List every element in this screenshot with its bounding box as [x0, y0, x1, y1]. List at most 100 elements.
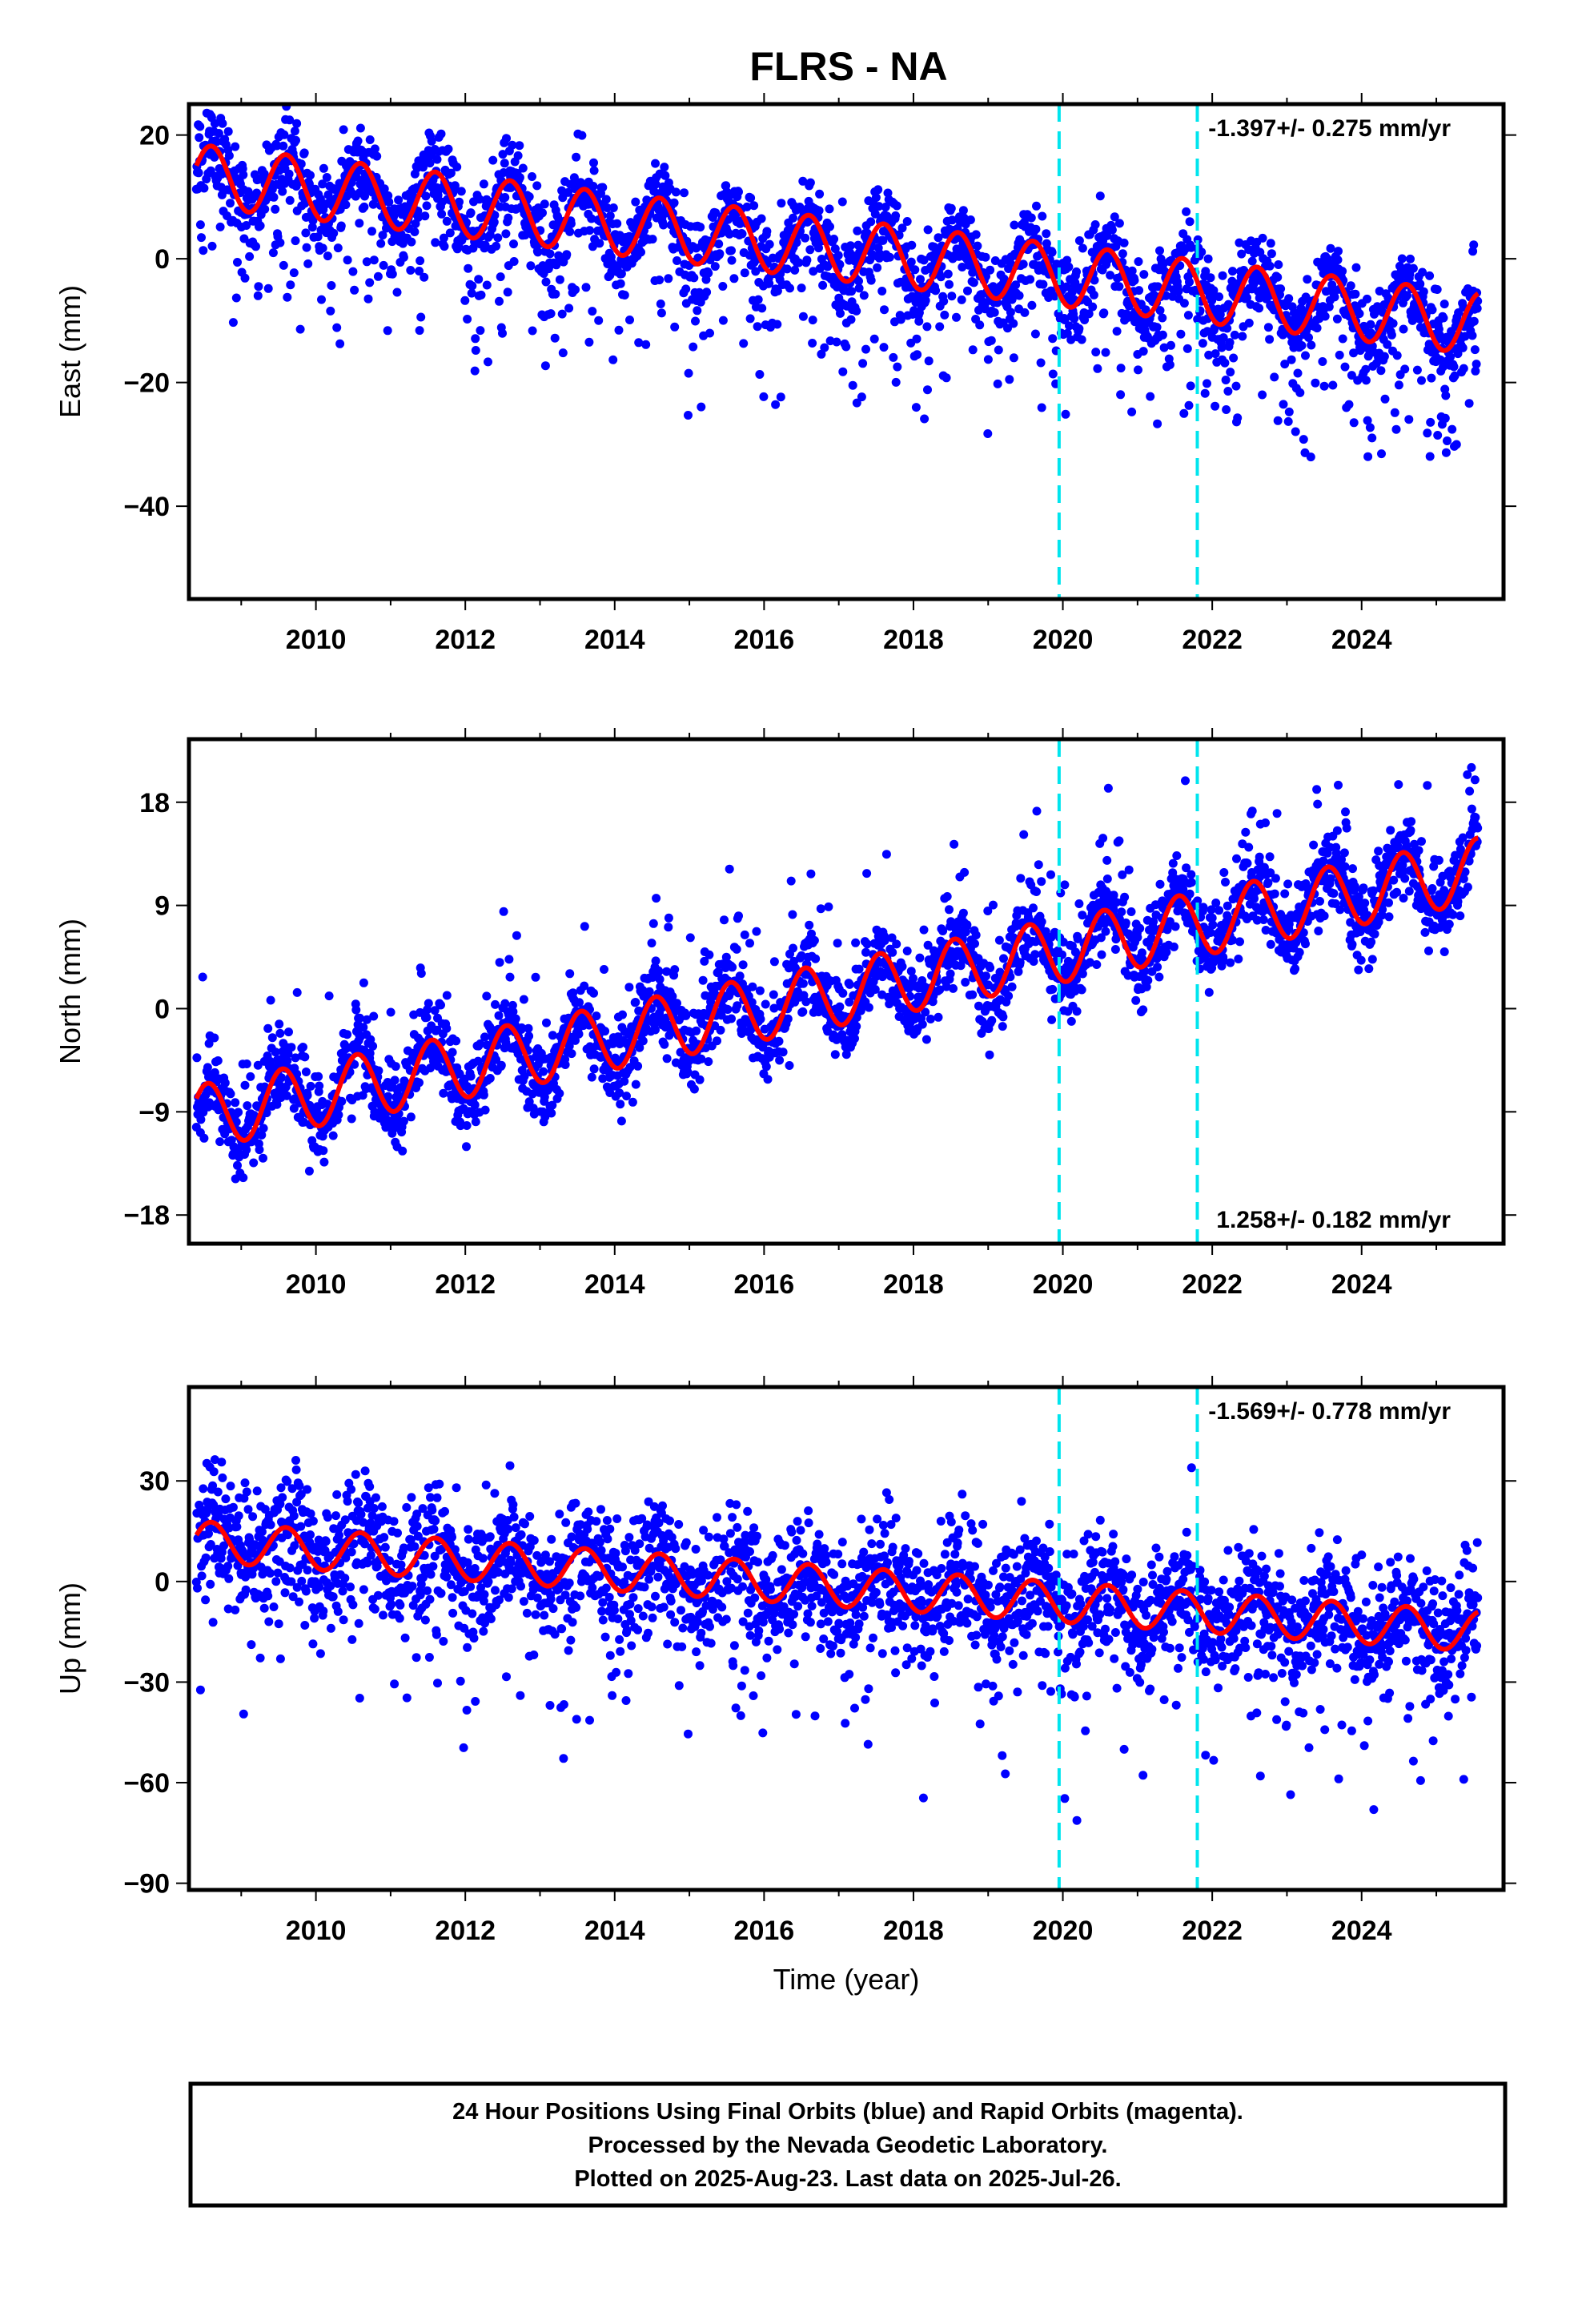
position-point	[748, 982, 757, 991]
position-point	[1186, 381, 1195, 391]
position-point	[480, 1032, 489, 1042]
position-point	[661, 171, 670, 180]
position-point	[1047, 247, 1057, 257]
position-point	[873, 263, 882, 272]
position-point	[662, 1054, 672, 1063]
position-point	[648, 235, 657, 244]
position-point	[282, 1091, 291, 1100]
position-point	[1114, 836, 1124, 846]
position-point	[974, 1001, 983, 1011]
position-point	[973, 241, 982, 251]
position-point	[689, 273, 699, 283]
position-point	[732, 944, 741, 954]
position-point	[755, 986, 765, 995]
position-point	[336, 221, 346, 231]
position-point	[432, 155, 442, 164]
position-point	[318, 243, 327, 253]
position-point	[862, 869, 872, 879]
position-point	[684, 368, 693, 378]
position-point	[1279, 400, 1288, 409]
position-point	[574, 1029, 584, 1039]
position-point	[207, 241, 217, 251]
position-point	[595, 239, 604, 248]
position-point	[199, 1133, 209, 1143]
position-point	[746, 193, 756, 203]
position-point	[1037, 403, 1046, 412]
position-point	[1065, 321, 1074, 331]
position-point	[1472, 360, 1481, 369]
position-point	[1266, 868, 1275, 878]
position-point	[1273, 416, 1283, 425]
position-point	[998, 1022, 1007, 1031]
position-point	[1089, 290, 1098, 300]
position-point	[1207, 913, 1217, 923]
position-point	[648, 919, 658, 928]
position-point	[444, 144, 453, 154]
position-point	[935, 985, 945, 995]
position-point	[300, 1052, 310, 1062]
position-point	[1319, 381, 1329, 391]
position-point	[809, 267, 818, 276]
position-point	[339, 125, 348, 135]
position-point	[1284, 407, 1294, 416]
position-point	[851, 938, 861, 947]
position-point	[416, 312, 426, 322]
position-point	[1291, 964, 1300, 974]
position-point	[541, 277, 551, 287]
position-point	[704, 268, 713, 278]
position-point	[410, 227, 420, 236]
position-point	[652, 894, 661, 903]
position-point	[958, 206, 968, 215]
position-point	[660, 1039, 669, 1049]
position-point	[788, 910, 797, 919]
position-point	[1095, 191, 1105, 201]
position-point	[284, 1027, 293, 1037]
position-point	[861, 344, 870, 354]
position-point	[1142, 982, 1151, 991]
position-point	[253, 291, 263, 300]
position-point	[874, 202, 884, 211]
position-point	[670, 322, 680, 332]
position-point	[1070, 314, 1079, 324]
position-point	[414, 156, 424, 166]
position-point	[990, 308, 999, 317]
position-point	[713, 967, 723, 977]
position-point	[213, 1056, 223, 1065]
position-point	[1133, 933, 1142, 942]
position-point	[740, 930, 749, 939]
position-point	[721, 952, 731, 962]
position-point	[1226, 958, 1235, 967]
position-point	[598, 1074, 608, 1084]
position-point	[1031, 224, 1041, 234]
position-point	[470, 366, 480, 376]
position-point	[852, 306, 861, 316]
position-point	[577, 131, 587, 140]
position-point	[196, 1115, 206, 1124]
position-point	[1344, 400, 1354, 409]
position-point	[1091, 348, 1101, 357]
position-point	[1263, 878, 1273, 887]
position-point	[422, 1013, 432, 1022]
position-point	[1211, 899, 1221, 907]
position-point	[1379, 352, 1389, 361]
position-point	[379, 184, 389, 194]
position-point	[415, 267, 424, 275]
position-point	[1247, 256, 1257, 266]
position-point	[1060, 880, 1070, 890]
position-point	[1218, 271, 1227, 280]
position-point	[1034, 860, 1043, 870]
position-point	[567, 1049, 576, 1059]
position-point	[1185, 217, 1195, 227]
position-point	[1335, 350, 1344, 360]
position-point	[838, 988, 848, 998]
position-point	[1094, 922, 1102, 931]
position-point	[705, 328, 714, 338]
position-point	[689, 1084, 699, 1094]
position-point	[528, 172, 536, 181]
position-point	[231, 142, 240, 151]
position-point	[545, 249, 555, 259]
position-point	[1443, 436, 1452, 445]
position-point	[1018, 259, 1028, 269]
position-point	[891, 377, 901, 387]
position-point	[1425, 452, 1435, 461]
